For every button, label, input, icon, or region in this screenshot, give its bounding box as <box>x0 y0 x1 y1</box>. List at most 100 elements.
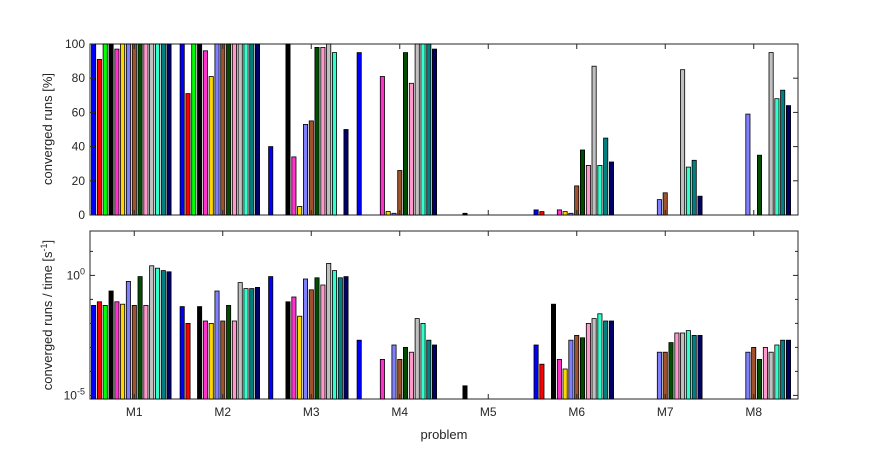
top-bar-M3-s5 <box>291 156 297 216</box>
top-bar-M8-s12 <box>774 98 780 216</box>
bottom-bar-M4-s9 <box>402 346 408 400</box>
bottom-bar-M6-s14 <box>609 320 615 400</box>
top-bar-M7-s13 <box>691 159 697 216</box>
bottom-bar-M3-s9 <box>314 277 320 400</box>
bottom-y-tick-label: 10-5 <box>64 386 85 402</box>
bottom-bar-M8-s7 <box>745 351 751 400</box>
top-bar-M2-s1 <box>179 43 185 216</box>
x-tick-label-M4: M4 <box>391 405 408 419</box>
bottom-bar-M3-s5 <box>291 296 297 400</box>
top-bar-M7-s11 <box>680 69 686 216</box>
bottom-bar-M7-s10 <box>674 332 680 400</box>
top-bar-M4-s6 <box>385 211 391 216</box>
bottom-bar-M7-s13 <box>691 334 697 400</box>
bottom-bar-M1-s13 <box>160 270 166 400</box>
top-bar-M1-s12 <box>154 43 160 216</box>
x-axis-label: problem <box>421 427 468 442</box>
top-y-tick-label: 20 <box>72 174 86 188</box>
bottom-bar-M4-s11 <box>414 318 420 400</box>
bottom-bar-M1-s6 <box>120 303 126 400</box>
bottom-bar-M7-s14 <box>697 334 703 400</box>
top-bar-M4-s10 <box>408 82 414 216</box>
bottom-bar-M1-s4 <box>108 290 114 400</box>
bottom-bar-M3-s12 <box>331 270 337 400</box>
top-bar-M1-s14 <box>166 43 172 216</box>
bottom-bar-M4-s14 <box>431 344 437 400</box>
bottom-bar-M2-s8 <box>220 320 226 400</box>
bottom-bar-M1-s2 <box>96 301 102 400</box>
x-tick-label-M6: M6 <box>568 405 585 419</box>
bottom-bar-M1-s14 <box>166 271 172 400</box>
bottom-bar-M8-s9 <box>757 358 763 400</box>
top-bar-M6-s2 <box>539 211 545 216</box>
top-plot-frame <box>89 43 799 216</box>
top-bar-M3-s1 <box>268 146 274 216</box>
bottom-bar-M7-s11 <box>680 332 686 400</box>
top-bar-M8-s13 <box>780 89 786 216</box>
bottom-bar-M6-s5 <box>556 358 562 400</box>
top-bar-M1-s7 <box>125 43 131 216</box>
top-bar-M1-s8 <box>131 43 137 216</box>
bottom-bar-M2-s10 <box>231 320 237 400</box>
bottom-bar-M8-s11 <box>768 351 774 400</box>
bottom-bar-M4-s10 <box>408 351 414 400</box>
top-bar-M5-s4 <box>462 212 468 216</box>
x-tick-label-M8: M8 <box>745 405 762 419</box>
top-panel: 0 20 40 60 80 100 converged runs [%] <box>40 37 799 222</box>
top-bar-M6-s13 <box>603 137 609 216</box>
top-bar-M4-s7 <box>391 212 397 216</box>
bottom-bar-M4-s1 <box>356 339 362 400</box>
top-bar-M4-s5 <box>379 76 385 216</box>
bottom-bar-M3-s6 <box>297 315 303 400</box>
bottom-y-axis-label: converged runs / time [s-1] <box>39 240 55 390</box>
bottom-y-label-superscript: -1 <box>39 243 49 251</box>
top-bar-M2-s10 <box>231 43 237 216</box>
bottom-bars <box>91 262 792 400</box>
top-bar-M3-s4 <box>285 43 291 216</box>
bottom-bar-M1-s1 <box>91 304 97 400</box>
top-bar-M1-s6 <box>120 43 126 216</box>
top-bar-M1-s5 <box>114 48 120 216</box>
top-bar-M6-s5 <box>556 209 562 216</box>
top-bar-M8-s14 <box>786 105 792 216</box>
top-bar-M7-s7 <box>656 199 662 216</box>
x-tick-label-M2: M2 <box>214 405 231 419</box>
bottom-bar-M7-s7 <box>656 351 662 400</box>
bottom-bar-M2-s13 <box>249 288 255 400</box>
x-tick-label-M1: M1 <box>126 405 143 419</box>
top-bar-M2-s6 <box>208 76 214 216</box>
top-bar-M3-s10 <box>320 47 326 216</box>
bottom-bar-M8-s13 <box>780 339 786 400</box>
top-bars <box>91 43 792 216</box>
top-bar-M6-s11 <box>591 65 597 216</box>
bottom-bar-M1-s10 <box>143 304 149 400</box>
top-bar-M1-s9 <box>137 43 143 216</box>
bottom-bar-M6-s1 <box>533 344 539 400</box>
top-bar-M1-s2 <box>96 59 102 216</box>
top-bar-M4-s9 <box>402 52 408 216</box>
bottom-bar-M2-s4 <box>197 306 203 400</box>
top-bar-M1-s1 <box>91 43 97 216</box>
top-bar-M2-s5 <box>202 50 208 216</box>
bottom-bar-M3-s4 <box>285 301 291 400</box>
top-bar-M4-s12 <box>420 43 426 216</box>
bottom-bar-M6-s13 <box>603 320 609 400</box>
bottom-bar-M2-s11 <box>237 282 243 400</box>
bottom-bar-M1-s11 <box>149 265 155 400</box>
top-bar-M3-s11 <box>326 43 332 216</box>
bottom-bar-M3-s10 <box>320 284 326 400</box>
bottom-bar-M3-s13 <box>337 277 343 400</box>
top-bar-M2-s14 <box>254 43 260 216</box>
bottom-bar-M1-s5 <box>114 301 120 400</box>
bottom-bar-M5-s4 <box>462 385 468 400</box>
top-bar-M2-s4 <box>197 43 203 216</box>
bottom-y-label-end: ] <box>40 240 55 244</box>
bottom-bar-M2-s7 <box>214 290 220 400</box>
bottom-y-tick-label: 100 <box>67 266 85 282</box>
top-bar-M6-s10 <box>585 164 591 216</box>
bottom-bar-M2-s9 <box>226 304 232 400</box>
top-bar-M1-s13 <box>160 43 166 216</box>
bottom-bar-M6-s8 <box>574 334 580 400</box>
